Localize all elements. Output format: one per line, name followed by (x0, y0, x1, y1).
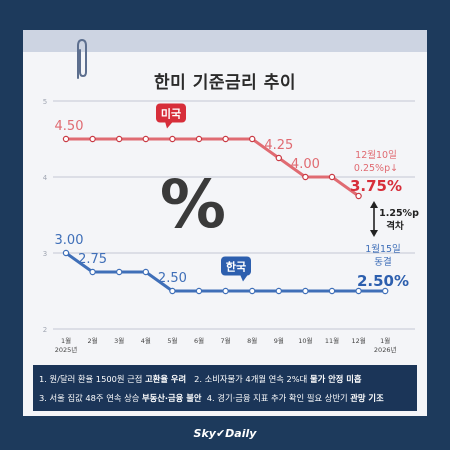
reason-highlight: 물가 안정 미흡 (309, 374, 362, 384)
x-tick-label: 9월 (274, 336, 284, 345)
legend-kr: 한국 (226, 260, 246, 274)
x-tick-year-label: 2025년 (55, 345, 78, 354)
reason-text: 1. 원/달러 환율 1500원 근접 (39, 374, 146, 384)
legend-kr-bg (221, 256, 251, 276)
x-tick-label: 1월 (61, 336, 71, 345)
x-tick-year-label: 2026년 (374, 345, 397, 354)
reason-highlight: 고환율 우려 (145, 374, 187, 384)
x-tick-label: 8월 (247, 336, 257, 345)
data-label: 4.00 (291, 157, 320, 172)
data-point (248, 135, 256, 143)
x-tick-label: 4월 (141, 336, 151, 345)
x-tick-label: 11월 (325, 336, 339, 345)
data-point (115, 135, 123, 143)
data-point (169, 135, 176, 143)
data-point (89, 268, 96, 276)
data-point (62, 249, 70, 257)
kr-final-change: 동결 (374, 257, 391, 268)
y-tick-label: 2 (43, 326, 47, 334)
x-tick-label: 12월 (351, 336, 365, 345)
data-point (302, 173, 309, 181)
data-point (355, 287, 362, 295)
reasons-row-1: 1. 원/달러 환율 1500원 근접 고환율 우려 2. 소비자물가 4개월 … (39, 373, 362, 385)
data-point (275, 154, 282, 162)
reason-text: 4. 경기·금융 지표 추가 확인 필요 상반기 (201, 393, 351, 403)
data-point (328, 287, 336, 295)
legend-us-bg (156, 103, 186, 123)
data-point (89, 135, 96, 143)
brand-logo: Sky✔Daily (193, 427, 257, 440)
reason-highlight: 부동산·금융 불안 (142, 393, 202, 403)
x-tick-label: 5월 (167, 336, 177, 345)
gap-arrow-up (370, 201, 378, 208)
x-tick-label: 10월 (298, 336, 312, 345)
x-tick-label: 2월 (88, 336, 98, 345)
data-point (328, 173, 336, 181)
us-final-change: 0.25%p↓ (354, 163, 398, 174)
data-label: 2.75 (78, 252, 107, 267)
reason-text: 3. 서울 집값 48주 연속 상승 (39, 393, 142, 403)
y-tick-label: 3 (43, 250, 47, 258)
y-tick-label: 4 (43, 174, 48, 182)
chart-card: 한미 기준금리 추이 5 4 3 2 1월 2025년 2월 3월 4월 5월 6월 7월 8월 9월 10… (23, 30, 427, 416)
us-final-value: 3.75% (350, 177, 402, 195)
data-point (195, 287, 203, 295)
gap-label: 1.25%p (379, 208, 419, 219)
data-point (275, 287, 282, 295)
y-tick-label: 5 (43, 98, 47, 106)
data-point (62, 135, 70, 143)
data-point (355, 192, 362, 200)
data-label: 4.50 (55, 119, 84, 134)
us-rate-line (66, 137, 360, 198)
data-point (222, 135, 229, 143)
legend-us-tail (165, 121, 173, 129)
reasons-row-2: 3. 서울 집값 48주 연속 상승 부동산·금융 불안 4. 경기·금융 지표… (39, 392, 384, 404)
percent-symbol: % (160, 166, 226, 243)
x-tick-label: 6월 (194, 336, 204, 345)
reasons-box: 1. 원/달러 환율 1500원 근접 고환율 우려 2. 소비자물가 4개월 … (33, 365, 417, 411)
x-tick-label: 3월 (114, 336, 124, 345)
chart-title: 한미 기준금리 추이 (154, 73, 296, 93)
reason-highlight: 관망 기조 (350, 393, 384, 403)
us-final-date: 12월10일 (355, 149, 397, 161)
data-label: 3.00 (55, 233, 84, 248)
x-tick-label: 1월 (380, 336, 390, 345)
data-point (169, 287, 176, 295)
gap-label-sub: 격차 (386, 220, 404, 232)
data-point (248, 287, 256, 295)
paperclip-icon (77, 38, 87, 79)
data-label: 4.25 (264, 138, 293, 153)
data-point (222, 287, 229, 295)
x-tick-label: 7월 (221, 336, 231, 345)
kr-final-value: 2.50% (357, 272, 409, 290)
data-point (142, 135, 150, 143)
data-point (195, 135, 203, 143)
data-label: 2.50 (158, 271, 187, 286)
data-point (142, 268, 150, 276)
data-point (382, 287, 389, 295)
legend-kr-tail (240, 274, 248, 282)
data-point (302, 287, 309, 295)
kr-final-date: 1월15일 (365, 243, 401, 255)
card-header-strip (23, 30, 427, 52)
legend-us: 미국 (161, 107, 181, 121)
data-point (115, 268, 123, 276)
reason-text: 2. 소비자물가 4개월 연속 2%대 (186, 374, 310, 384)
gap-arrow-down (370, 230, 378, 237)
